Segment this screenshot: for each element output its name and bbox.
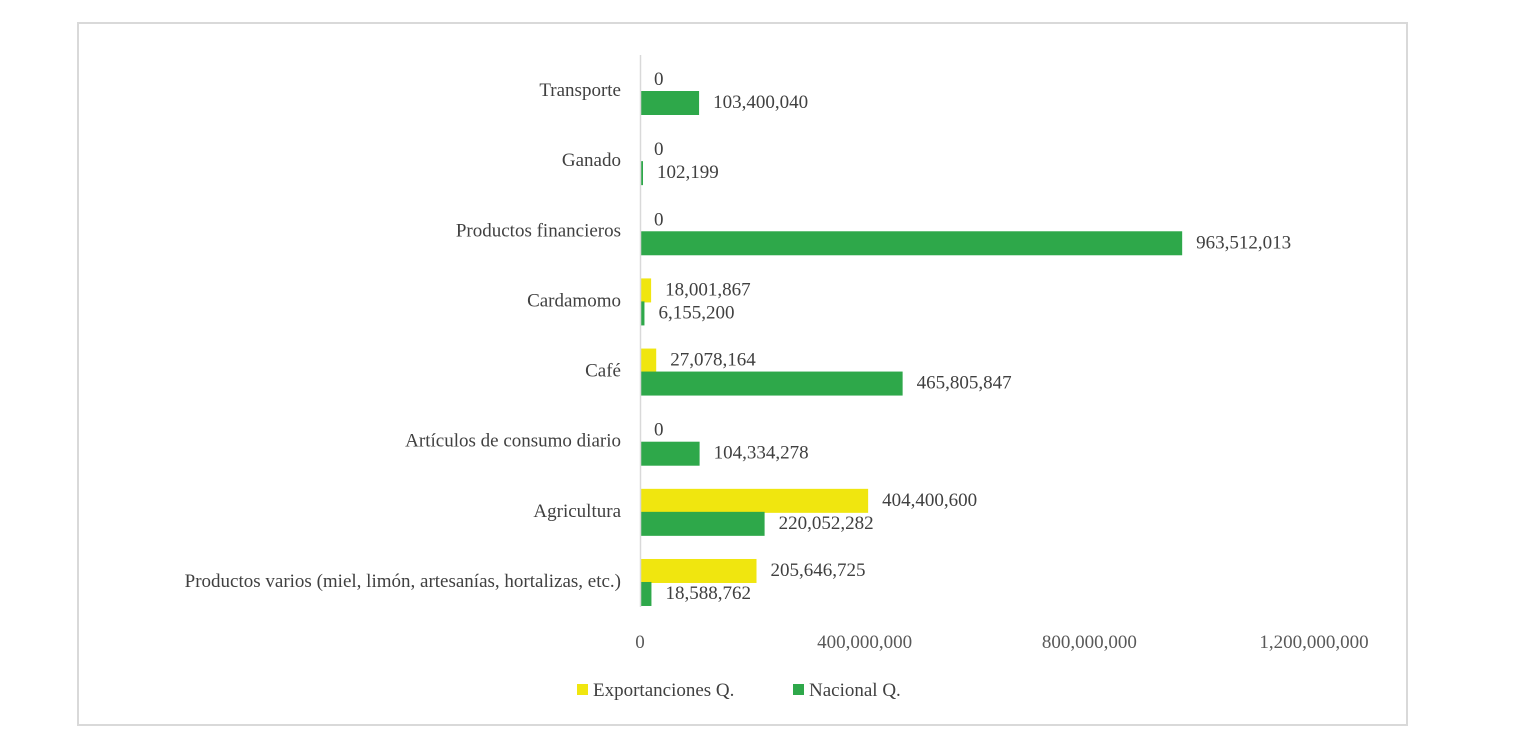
bar-nacional — [641, 301, 645, 326]
category-label: Cardamomo — [527, 290, 621, 311]
value-label-exportaciones: 18,001,867 — [665, 279, 751, 300]
value-label-nacional: 963,512,013 — [1196, 232, 1291, 253]
legend-swatch-exportaciones — [577, 684, 588, 695]
value-label-exportaciones: 205,646,725 — [771, 560, 866, 581]
category-label: Productos varios (miel, limón, artesanía… — [185, 571, 621, 592]
value-label-exportaciones: 0 — [654, 139, 664, 160]
bar-exportaciones — [641, 278, 652, 303]
value-label-nacional: 104,334,278 — [714, 443, 809, 464]
value-label-exportaciones: 0 — [654, 69, 664, 90]
category-label: Artículos de consumo diario — [405, 431, 621, 452]
value-label-nacional: 18,588,762 — [665, 583, 751, 604]
bars — [641, 91, 1183, 606]
bar-nacional — [641, 581, 652, 606]
bar-nacional — [641, 231, 1183, 256]
bar-exportaciones — [641, 348, 657, 373]
value-label-nacional: 220,052,282 — [779, 513, 874, 534]
bar-nacional — [641, 441, 700, 466]
x-tick-label: 0 — [635, 632, 645, 653]
value-label-exportaciones: 0 — [654, 420, 664, 441]
category-label: Agricultura — [533, 501, 621, 522]
category-label: Productos financieros — [456, 220, 621, 241]
x-axis-tick-labels: 0 400,000,000 800,000,000 1,200,000,000 — [635, 632, 1368, 653]
category-labels: Productos varios (miel, limón, artesanía… — [185, 80, 622, 592]
value-label-nacional: 103,400,040 — [713, 92, 808, 113]
x-tick-label: 1,200,000,000 — [1259, 632, 1368, 653]
bar-nacional — [641, 511, 765, 536]
bar-nacional — [641, 371, 903, 396]
bar-exportaciones — [641, 558, 757, 583]
legend: Exportanciones Q. Nacional Q. — [577, 680, 901, 701]
value-label-nacional: 102,199 — [657, 162, 719, 183]
bar-exportaciones — [641, 488, 869, 513]
category-label: Ganado — [562, 150, 621, 171]
bar-nacional — [641, 161, 643, 186]
value-label-nacional: 6,155,200 — [658, 302, 734, 323]
value-label-nacional: 465,805,847 — [917, 373, 1012, 394]
value-label-exportaciones: 27,078,164 — [670, 350, 756, 371]
legend-label-exportaciones: Exportanciones Q. — [593, 680, 734, 701]
x-tick-label: 400,000,000 — [817, 632, 912, 653]
category-label: Transporte — [539, 80, 621, 101]
bar-nacional — [641, 91, 700, 115]
category-label: Café — [585, 361, 621, 382]
value-label-exportaciones: 0 — [654, 209, 664, 230]
legend-swatch-nacional — [793, 684, 804, 695]
value-label-exportaciones: 404,400,600 — [882, 490, 977, 511]
legend-label-nacional: Nacional Q. — [809, 680, 901, 701]
value-labels: 205,646,725 18,588,762 404,400,600 220,052,… — [654, 69, 1291, 604]
x-tick-label: 800,000,000 — [1042, 632, 1137, 653]
